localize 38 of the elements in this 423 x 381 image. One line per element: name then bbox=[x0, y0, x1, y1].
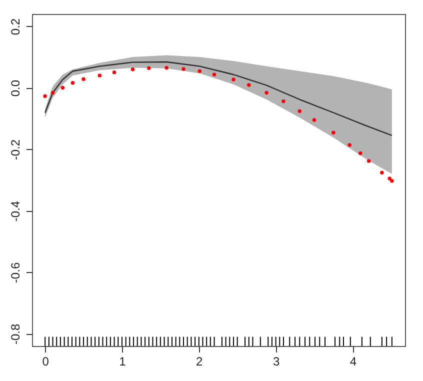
point bbox=[147, 66, 151, 70]
x-tick-label: 1 bbox=[119, 354, 126, 368]
point bbox=[164, 66, 168, 70]
y-tick-label: -0.2 bbox=[8, 139, 22, 160]
point bbox=[98, 74, 102, 78]
point bbox=[212, 72, 216, 76]
y-tick-label: 0.2 bbox=[8, 18, 22, 36]
x-tick-label: 3 bbox=[272, 354, 280, 368]
y-tick-label: -0.8 bbox=[8, 324, 22, 345]
point bbox=[388, 176, 392, 180]
point bbox=[232, 78, 236, 82]
point bbox=[50, 90, 55, 95]
point bbox=[198, 69, 202, 74]
y-tick-label: 0.0 bbox=[8, 80, 22, 97]
point bbox=[43, 94, 47, 98]
y-tick-label: -0.6 bbox=[8, 262, 22, 284]
point bbox=[348, 143, 352, 147]
x-tick-label: 0 bbox=[42, 354, 50, 368]
point bbox=[60, 86, 65, 90]
point bbox=[112, 70, 116, 74]
y-tick-label: -0.4 bbox=[8, 200, 22, 222]
line-series bbox=[44, 61, 393, 136]
point bbox=[390, 179, 394, 183]
point bbox=[366, 159, 371, 163]
point bbox=[380, 170, 384, 174]
point bbox=[312, 118, 316, 122]
point bbox=[247, 83, 251, 87]
point bbox=[182, 67, 186, 71]
point bbox=[82, 77, 86, 82]
point bbox=[130, 67, 135, 72]
point bbox=[264, 90, 268, 95]
point bbox=[70, 80, 75, 85]
point bbox=[332, 130, 336, 135]
x-tick-label: 2 bbox=[196, 354, 204, 368]
point bbox=[298, 109, 302, 114]
point bbox=[358, 151, 362, 156]
point bbox=[282, 99, 286, 104]
x-tick-label: 4 bbox=[350, 354, 357, 368]
